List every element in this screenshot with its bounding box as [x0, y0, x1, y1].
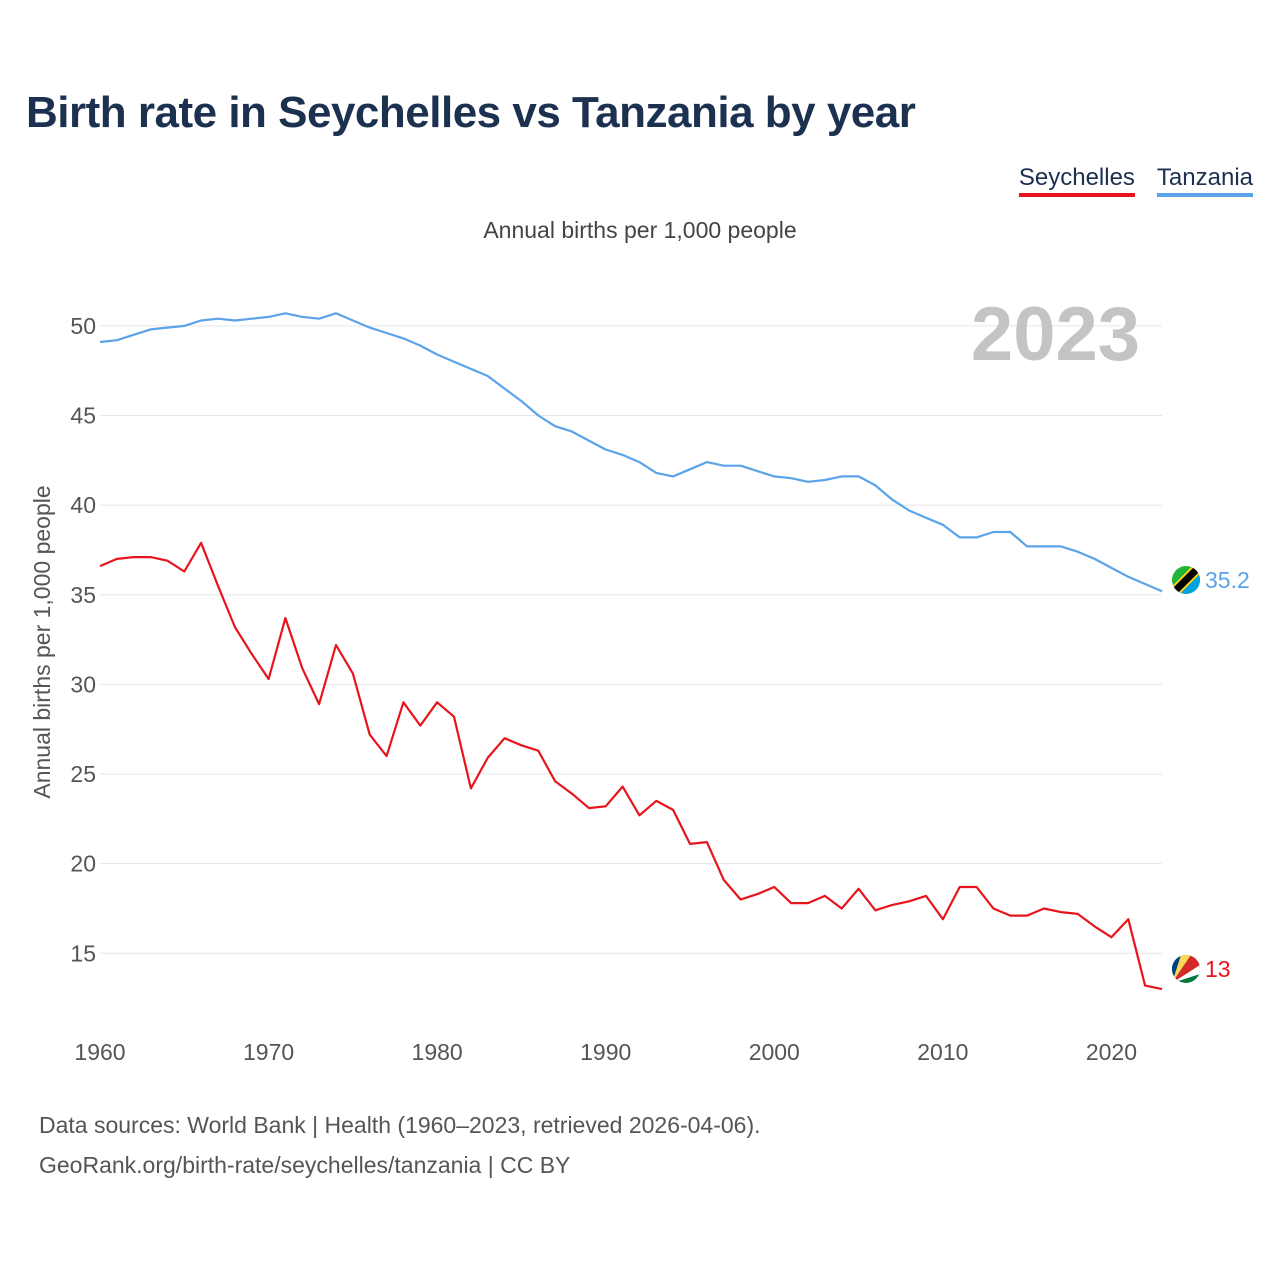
x-tick-label: 1990 — [580, 1039, 631, 1065]
chart-title: Birth rate in Seychelles vs Tanzania by … — [26, 88, 916, 137]
tanzania-flag-icon — [1172, 566, 1200, 594]
x-tick-label: 2000 — [749, 1039, 800, 1065]
footer: Data sources: World Bank | Health (1960–… — [39, 1105, 761, 1185]
legend-item-tanzania[interactable]: Tanzania — [1156, 164, 1253, 197]
footer-source: Data sources: World Bank | Health (1960–… — [39, 1112, 761, 1138]
y-tick-label: 50 — [70, 313, 96, 339]
x-tick-label: 2020 — [1086, 1039, 1137, 1065]
y-tick-label: 30 — [70, 671, 96, 697]
series-line-seychelles — [99, 541, 1163, 991]
y-tick-label: 40 — [70, 492, 96, 518]
legend-item-seychelles[interactable]: Seychelles — [1018, 164, 1135, 197]
x-tick-label: 1970 — [243, 1039, 294, 1065]
tanzania-end-label: 35.2 — [1205, 567, 1250, 593]
x-axis-ticks: 1960 1970 1980 1990 2000 2010 2020 — [74, 1039, 1137, 1065]
footer-attribution[interactable]: GeoRank.org/birth-rate/seychelles/tanzan… — [39, 1152, 571, 1178]
gridlines — [100, 325, 1162, 954]
x-tick-label: 2010 — [917, 1039, 968, 1065]
chart-subtitle: Annual births per 1,000 people — [483, 217, 797, 243]
series-lines — [99, 312, 1163, 991]
y-tick-label: 45 — [70, 402, 96, 428]
seychelles-end-label: 13 — [1205, 956, 1231, 982]
y-tick-label: 25 — [70, 761, 96, 787]
x-tick-label: 1960 — [74, 1039, 125, 1065]
y-tick-label: 35 — [70, 582, 96, 608]
y-tick-label: 15 — [70, 940, 96, 966]
y-axis-label: Annual births per 1,000 people — [29, 485, 55, 798]
legend: Seychelles Tanzania — [1018, 164, 1253, 197]
x-tick-label: 1980 — [412, 1039, 463, 1065]
y-tick-label: 20 — [70, 851, 96, 877]
year-watermark: 2023 — [971, 292, 1140, 377]
y-axis-ticks: 15 20 25 30 35 40 45 50 — [70, 313, 96, 966]
seychelles-flag-icon — [1172, 955, 1200, 983]
series-line-tanzania — [99, 312, 1163, 593]
